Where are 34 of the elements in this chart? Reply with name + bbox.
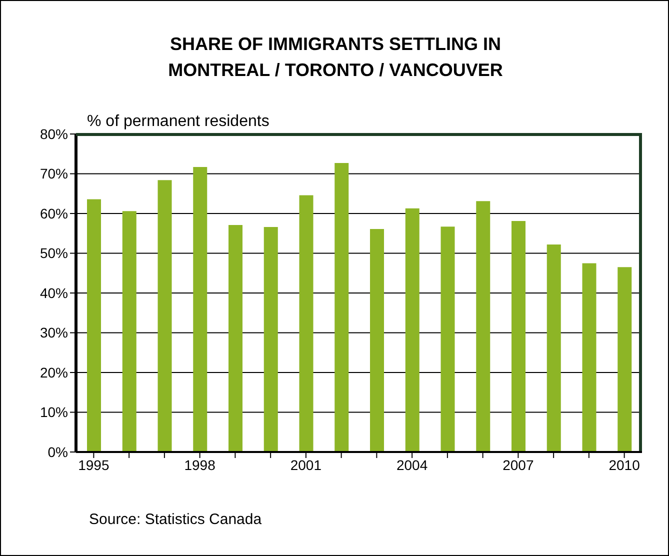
x-tick-label: 2004 [396, 456, 428, 473]
bar [618, 267, 632, 452]
x-tick-label: 1998 [184, 456, 216, 473]
bar [440, 226, 455, 452]
bar [122, 211, 136, 452]
y-tick-label: 40% [40, 284, 68, 301]
y-tick-label: 60% [40, 205, 68, 222]
bar [87, 199, 101, 452]
bar [405, 208, 420, 452]
x-tick-label: 1995 [78, 456, 110, 473]
bar [264, 227, 278, 452]
y-tick-label: 20% [40, 364, 68, 380]
chart-title: SHARE OF IMMIGRANTS SETTLING IN MONTREAL / TORONTO / VANCOUVER [167, 33, 504, 82]
y-tick-label: 30% [40, 324, 68, 341]
bar [546, 244, 561, 452]
bar [193, 166, 208, 452]
y-tick-label: 50% [40, 245, 68, 262]
y-axis-title: % of permanent residents [87, 113, 270, 131]
x-tick-label: 2007 [502, 456, 534, 473]
bar [512, 221, 526, 452]
y-tick-label: 70% [40, 166, 68, 182]
bar [582, 263, 596, 452]
y-tick-label: 10% [40, 404, 68, 420]
bar [158, 180, 172, 452]
bar [299, 195, 314, 452]
bar [334, 163, 349, 452]
bar [228, 225, 242, 452]
x-tick-label: 2010 [608, 456, 640, 473]
bar [370, 229, 384, 452]
source-note: Source: Statistics Canada [89, 511, 262, 528]
x-tick-label: 2001 [290, 456, 322, 473]
bar [476, 201, 490, 452]
y-tick-label: 0% [48, 444, 68, 460]
y-tick-label: 80% [40, 126, 68, 142]
